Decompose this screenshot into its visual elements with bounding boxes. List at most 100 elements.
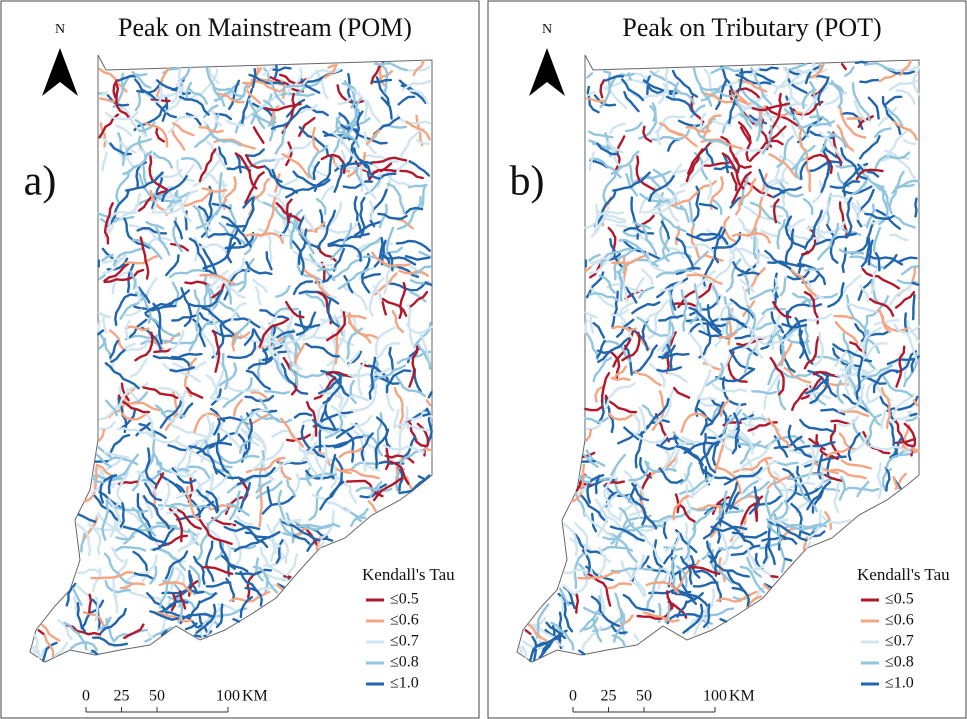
stream	[707, 180, 713, 200]
stream	[335, 422, 358, 439]
stream	[638, 457, 653, 479]
stream	[604, 382, 636, 410]
stream	[623, 470, 645, 496]
stream	[255, 480, 283, 500]
stream	[783, 108, 809, 138]
stream	[870, 263, 882, 295]
stream	[692, 604, 714, 636]
stream	[684, 484, 692, 516]
stream	[676, 600, 688, 618]
stream	[326, 311, 346, 342]
stream	[188, 319, 212, 352]
stream	[305, 342, 340, 358]
stream	[34, 645, 41, 659]
stream	[230, 301, 247, 322]
stream	[661, 566, 673, 584]
stream	[145, 592, 166, 611]
stream	[183, 190, 213, 208]
stream	[214, 542, 225, 561]
stream	[884, 466, 891, 492]
stream	[670, 190, 700, 208]
stream	[206, 283, 213, 316]
stream	[299, 103, 318, 115]
stream	[912, 399, 919, 407]
stream	[596, 142, 620, 156]
stream	[625, 172, 639, 197]
stream	[785, 318, 807, 336]
stream	[758, 168, 785, 194]
stream	[139, 236, 150, 280]
stream	[171, 122, 195, 137]
stream	[812, 370, 839, 378]
stream	[884, 95, 903, 106]
north-label: N	[542, 22, 552, 37]
stream	[255, 557, 264, 582]
stream	[723, 509, 745, 515]
stream	[188, 445, 218, 475]
stream	[608, 122, 626, 135]
stream	[675, 237, 695, 271]
stream	[656, 572, 669, 590]
stream	[366, 100, 381, 123]
stream	[378, 203, 389, 229]
stream	[604, 74, 625, 82]
stream	[722, 153, 730, 174]
stream	[658, 122, 682, 137]
scale-label: 25	[114, 688, 130, 705]
stream	[205, 490, 220, 512]
stream	[169, 572, 182, 590]
stream	[751, 390, 778, 395]
stream	[344, 97, 362, 138]
stream	[188, 565, 201, 588]
stream	[369, 480, 383, 498]
stream	[406, 303, 415, 348]
stream	[762, 583, 770, 590]
stream	[647, 310, 660, 340]
stream	[712, 119, 733, 127]
stream	[94, 596, 100, 622]
stream	[586, 85, 600, 114]
stream	[658, 467, 684, 485]
stream	[275, 201, 302, 222]
stream	[317, 509, 335, 543]
stream	[720, 65, 736, 96]
stream	[873, 155, 893, 172]
stream	[675, 565, 688, 588]
stream	[589, 313, 595, 334]
stream	[286, 479, 297, 498]
stream	[378, 460, 405, 465]
stream	[185, 81, 193, 102]
stream	[835, 164, 856, 169]
stream	[244, 232, 284, 244]
stream	[362, 434, 384, 457]
stream	[606, 582, 633, 590]
stream	[574, 522, 589, 556]
stream	[802, 197, 814, 216]
stream	[246, 148, 265, 158]
stream	[780, 520, 822, 531]
stream	[880, 409, 887, 429]
stream	[602, 70, 612, 75]
stream	[281, 518, 302, 524]
stream	[40, 623, 61, 642]
stream	[876, 462, 883, 500]
stream	[210, 109, 223, 127]
stream	[215, 469, 246, 481]
stream	[207, 232, 242, 245]
stream	[144, 482, 163, 502]
stream	[582, 606, 603, 616]
stream	[550, 621, 575, 651]
stream	[836, 124, 855, 152]
stream	[396, 218, 414, 230]
stream	[718, 556, 726, 583]
stream	[408, 345, 419, 388]
stream	[251, 113, 266, 130]
stream	[910, 448, 920, 452]
stream	[723, 466, 763, 486]
stream	[598, 546, 612, 563]
stream	[685, 126, 711, 134]
stream	[764, 458, 779, 481]
stream	[820, 133, 837, 153]
stream	[371, 251, 411, 268]
stream	[107, 498, 121, 538]
